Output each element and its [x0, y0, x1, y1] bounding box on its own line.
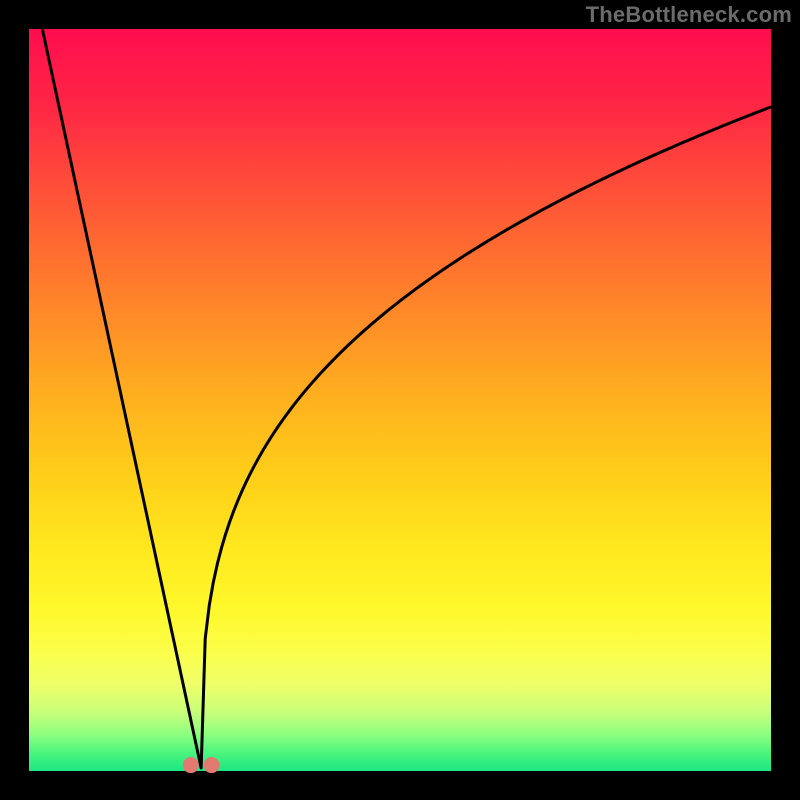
bottleneck-chart	[0, 0, 800, 800]
min-marker-0	[183, 757, 199, 773]
chart-container: TheBottleneck.com	[0, 0, 800, 800]
gradient-background	[29, 29, 771, 771]
min-marker-1	[204, 757, 220, 773]
watermark-text: TheBottleneck.com	[586, 2, 792, 28]
